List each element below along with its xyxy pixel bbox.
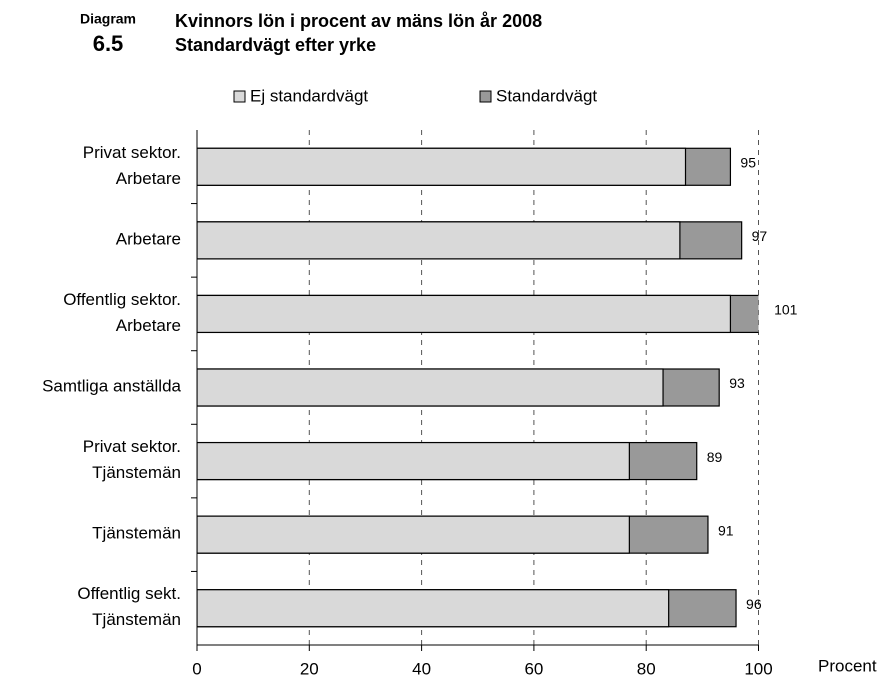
bar bbox=[197, 147, 687, 186]
x-tick-label: 60 bbox=[524, 659, 543, 678]
y-tick-line: Tjänstemän bbox=[92, 464, 181, 483]
data-label: 96 bbox=[746, 596, 762, 612]
y-tick-line: Arbetare bbox=[116, 169, 181, 188]
legend-label: Ej standardvägt bbox=[250, 86, 368, 105]
y-tick-label: Privat sektor. Arbetare bbox=[83, 143, 181, 188]
plot-bars bbox=[197, 147, 759, 628]
data-label: 101 bbox=[774, 302, 798, 318]
x-tick-label: 0 bbox=[192, 659, 201, 678]
y-tick-line: Tjänstemän bbox=[92, 524, 181, 543]
y-tick-line: Arbetare bbox=[116, 230, 181, 249]
legend-swatch bbox=[233, 90, 246, 103]
chart-subtitle: Standardvägt efter yrke bbox=[175, 35, 376, 55]
y-tick-line: Offentlig sektor. bbox=[63, 290, 181, 309]
y-tick-label: Privat sektor. Tjänstemän bbox=[83, 438, 181, 483]
x-axis-label: Procent bbox=[818, 656, 877, 675]
diagram-number: 6.5 bbox=[93, 31, 124, 56]
legend-swatch bbox=[479, 90, 492, 103]
y-tick-label: Arbetare bbox=[116, 230, 181, 249]
y-tick-label: Offentlig sekt. Tjänstemän bbox=[77, 585, 181, 630]
bar bbox=[197, 441, 630, 481]
y-tick-line: Tjänstemän bbox=[92, 611, 181, 630]
x-tick-label: 100 bbox=[744, 659, 772, 678]
data-label: 95 bbox=[740, 154, 756, 170]
y-tick-line: Privat sektor. bbox=[83, 438, 181, 457]
y-tick-line: Arbetare bbox=[116, 316, 181, 335]
legend-label: Standardvägt bbox=[496, 86, 597, 105]
y-tick-label: Offentlig sektor. Arbetare bbox=[63, 290, 181, 335]
bar bbox=[197, 221, 681, 260]
bar bbox=[197, 515, 630, 554]
data-label: 91 bbox=[718, 522, 734, 538]
y-tick-label: Samtliga anställda bbox=[42, 377, 181, 396]
bar bbox=[197, 589, 670, 628]
y-tick-line: Offentlig sekt. bbox=[77, 585, 181, 604]
data-label: 89 bbox=[707, 449, 723, 465]
y-tick-line: Privat sektor. bbox=[83, 143, 181, 162]
chart-title: Kvinnors lön i procent av mäns lön år 20… bbox=[175, 11, 542, 31]
bar bbox=[197, 294, 732, 334]
x-tick-label: 20 bbox=[300, 659, 319, 678]
data-label: 97 bbox=[752, 228, 768, 244]
data-label: 93 bbox=[729, 375, 745, 391]
x-tick-label: 80 bbox=[637, 659, 656, 678]
y-tick-label: Tjänstemän bbox=[92, 524, 181, 543]
diagram-label: Diagram bbox=[80, 11, 136, 27]
bar bbox=[197, 368, 664, 407]
y-tick-line: Samtliga anställda bbox=[42, 377, 181, 396]
x-tick-label: 40 bbox=[412, 659, 431, 678]
